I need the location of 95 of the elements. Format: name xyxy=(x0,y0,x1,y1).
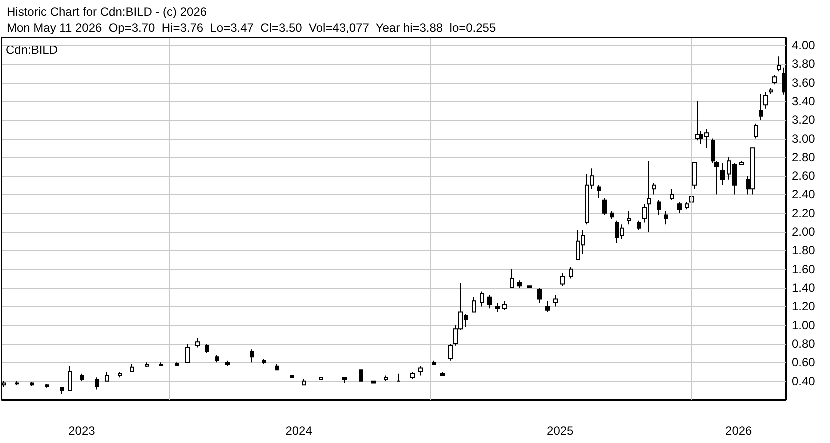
candlestick xyxy=(68,366,72,392)
candlestick xyxy=(30,382,34,387)
candlestick xyxy=(145,362,149,368)
candlestick xyxy=(60,386,64,395)
candlestick xyxy=(175,362,179,367)
candlestick xyxy=(692,162,697,190)
y-tick-label: 2.20 xyxy=(792,206,816,220)
candlestick xyxy=(637,220,641,231)
y-tick-label: 2.60 xyxy=(792,169,816,184)
y-tick-label: 1.20 xyxy=(792,300,816,314)
candlestick xyxy=(418,366,423,376)
candlestick xyxy=(215,354,219,364)
candlestick xyxy=(777,56,781,72)
candlestick xyxy=(670,188,674,201)
candlestick xyxy=(262,358,266,366)
candlestick xyxy=(739,160,744,166)
candlestick xyxy=(537,288,542,304)
y-tick-label: 0.80 xyxy=(792,337,816,352)
candlestick xyxy=(569,267,573,280)
candlestick xyxy=(754,123,758,140)
x-tick-label: 2026 xyxy=(726,424,753,438)
candlestick xyxy=(610,211,614,220)
candlestick xyxy=(695,100,700,142)
x-tick-label: 2023 xyxy=(68,424,96,438)
candlestick xyxy=(440,372,445,376)
candlestick xyxy=(225,360,230,367)
candlestick xyxy=(384,375,388,382)
candlestick xyxy=(397,373,401,382)
candlestick xyxy=(652,183,656,196)
annotation: Cdn:BILD xyxy=(6,43,58,57)
candlestick xyxy=(319,377,323,380)
candlestick xyxy=(602,198,607,216)
candlestick xyxy=(130,364,134,373)
candlestick xyxy=(15,380,19,386)
candlestick xyxy=(105,372,109,382)
candlestick xyxy=(527,286,532,289)
candlestick xyxy=(250,349,254,364)
candlestick xyxy=(495,302,500,313)
candlestick xyxy=(510,268,514,289)
x-tick-label: 2024 xyxy=(286,424,313,438)
candlestick xyxy=(487,295,492,310)
candlestick xyxy=(359,370,363,382)
y-tick-label: 1.80 xyxy=(792,244,816,258)
candlestick xyxy=(627,211,631,226)
candlestick xyxy=(750,148,755,196)
candlestick xyxy=(80,373,84,382)
candlestick xyxy=(502,300,507,311)
candlestick xyxy=(597,184,601,199)
y-tick-label: 1.40 xyxy=(792,281,816,296)
y-tick-label: 3.80 xyxy=(792,57,816,72)
candlestick xyxy=(472,296,476,313)
candlestick xyxy=(480,291,484,308)
candlestick xyxy=(185,344,190,364)
candlestick xyxy=(342,377,347,384)
x-tick-label: 2025 xyxy=(547,424,574,438)
candlestick xyxy=(763,92,768,110)
candlestick xyxy=(95,377,99,390)
y-tick-label: 3.20 xyxy=(792,113,816,128)
candlestick xyxy=(657,200,661,216)
candlestick xyxy=(517,280,522,289)
candlestick xyxy=(302,378,306,386)
chart-subtitle: Mon May 11 2026 Op=3.70 Hi=3.76 Lo=3.47 Cl=3.50 Vol=43,077 Year hi=3.88 lo=0.255 xyxy=(7,21,496,35)
y-tick-label: 3.60 xyxy=(792,76,816,90)
candlestick xyxy=(545,300,550,313)
candlestick xyxy=(275,364,279,371)
candlestick xyxy=(118,372,122,378)
y-tick-label: 2.80 xyxy=(792,150,816,164)
candlestick xyxy=(45,384,49,388)
candlestick xyxy=(553,295,558,308)
candlestick xyxy=(371,380,376,384)
candlestick xyxy=(560,272,565,287)
candlestick xyxy=(159,362,163,367)
candlestick xyxy=(195,338,200,348)
y-tick-label: 1.60 xyxy=(792,262,816,276)
candlestick xyxy=(448,344,453,362)
candlestick xyxy=(677,202,682,214)
candlestick xyxy=(720,162,725,186)
y-tick-label: 3.00 xyxy=(792,132,816,146)
candlestick xyxy=(685,202,689,210)
candlestick xyxy=(432,360,436,366)
y-tick-label: 4.00 xyxy=(792,38,816,52)
y-tick-label: 3.40 xyxy=(792,94,816,108)
candlestick xyxy=(290,375,294,378)
y-tick-label: 0.60 xyxy=(792,356,816,370)
candlestick xyxy=(664,211,668,226)
candlestick xyxy=(759,93,763,121)
candlestick xyxy=(205,344,209,354)
y-tick-label: 0.40 xyxy=(792,374,816,388)
candlestick xyxy=(410,372,415,380)
candlestick xyxy=(772,74,777,86)
y-tick-label: 2.00 xyxy=(792,225,816,240)
candlestick xyxy=(769,88,773,94)
y-tick-label: 2.40 xyxy=(792,188,816,202)
y-tick-label: 1.00 xyxy=(792,318,816,332)
chart-title: Historic Chart for Cdn:BILD - (c) 2026 xyxy=(7,5,208,19)
